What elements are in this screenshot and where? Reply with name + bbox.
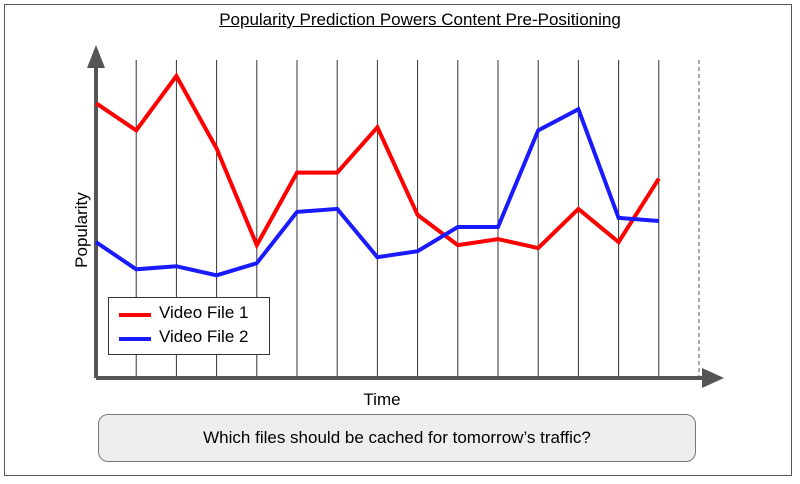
y-axis-arrow <box>87 45 105 68</box>
slide-frame <box>4 4 792 476</box>
legend-swatch-video-file-2 <box>119 337 151 341</box>
legend-label: Video File 1 <box>159 303 249 322</box>
legend-label: Video File 2 <box>159 327 249 346</box>
y-axis-label: Popularity <box>72 192 91 268</box>
question-box: Which files should be cached for tomorro… <box>98 414 696 462</box>
x-axis-label: Time <box>363 390 401 409</box>
chart-title: Popularity Prediction Powers Content Pre… <box>219 10 621 29</box>
legend-swatch-video-file-1 <box>119 313 151 317</box>
x-axis-arrow <box>702 368 724 388</box>
legend: Video File 1 Video File 2 <box>108 297 270 355</box>
